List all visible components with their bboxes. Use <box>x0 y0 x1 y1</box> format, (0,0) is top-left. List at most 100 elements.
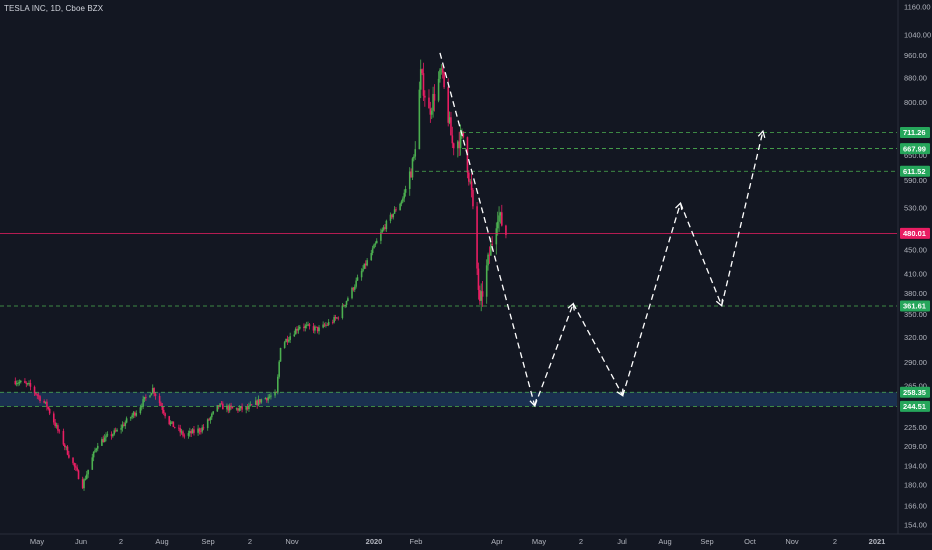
projection-segment[interactable] <box>439 52 536 407</box>
candle-down <box>477 268 480 290</box>
candle-down <box>303 326 305 329</box>
candle-up <box>322 324 324 328</box>
candle-up <box>201 427 204 432</box>
candle-down <box>424 95 426 98</box>
x-tick-label: 2 <box>579 537 583 546</box>
candle-up <box>495 228 498 245</box>
candle-down <box>200 431 202 433</box>
candle-up <box>402 198 404 202</box>
candle-up <box>169 422 172 425</box>
level-label: 244.51 <box>903 402 926 411</box>
candle-up <box>260 399 263 403</box>
candle-up <box>103 437 106 443</box>
candle-down <box>43 400 45 403</box>
candle-down <box>37 395 40 397</box>
support-zone[interactable] <box>0 392 897 407</box>
projection-segment[interactable] <box>572 303 624 396</box>
candle-down <box>217 405 220 407</box>
candle-up <box>469 181 472 183</box>
projection-segment[interactable] <box>721 130 764 306</box>
candle-down <box>168 416 171 425</box>
price-axis[interactable] <box>898 0 932 550</box>
y-tick-label: 650.00 <box>904 151 927 160</box>
candle-down <box>479 289 481 301</box>
candle-up <box>333 317 335 323</box>
candle-down <box>58 430 61 432</box>
candle-up <box>318 327 320 332</box>
y-tick-label: 154.00 <box>904 521 927 530</box>
x-tick-label: Apr <box>491 537 503 546</box>
candle-up <box>360 271 363 278</box>
candle-up <box>270 395 272 397</box>
candle-up <box>389 214 392 221</box>
y-tick-label: 180.00 <box>904 480 927 489</box>
candle-up <box>131 415 133 418</box>
candle-down <box>161 406 164 410</box>
x-tick-label: Sep <box>700 537 713 546</box>
candle-down <box>14 380 17 385</box>
candle-down <box>164 413 166 417</box>
candle-up <box>341 305 344 318</box>
candle-down <box>72 457 74 464</box>
candle-down <box>241 406 243 410</box>
x-tick-label: Oct <box>744 537 757 546</box>
candle-down <box>447 87 450 123</box>
candle-down <box>39 396 41 401</box>
candle-down <box>266 397 268 401</box>
candle-up <box>285 338 287 343</box>
projection-segment[interactable] <box>534 303 574 407</box>
projection-segment[interactable] <box>622 202 682 396</box>
candle-down <box>410 171 412 178</box>
level-badge <box>900 300 930 312</box>
candle-down <box>73 463 76 467</box>
candle-up <box>293 334 296 337</box>
candle-up <box>289 336 291 340</box>
candle-down <box>337 317 340 319</box>
candle-down <box>316 326 319 332</box>
level-label: 258.35 <box>903 388 926 397</box>
candle-down <box>74 466 77 468</box>
candle-up <box>180 431 183 433</box>
candle-up <box>96 445 99 449</box>
candle-up <box>189 431 191 434</box>
candle-up <box>307 324 309 326</box>
candle-down <box>433 93 436 101</box>
candle-up <box>249 404 252 406</box>
candle-up <box>245 407 247 410</box>
candle-down <box>134 412 136 416</box>
y-tick-label: 450.00 <box>904 245 927 254</box>
candle-up <box>419 69 422 90</box>
candle-down <box>24 380 26 383</box>
level-badge <box>900 143 930 155</box>
candle-up <box>403 192 406 199</box>
x-tick-label: Jun <box>75 537 87 546</box>
candle-down <box>48 408 51 414</box>
candle-down <box>468 172 470 182</box>
candle-down <box>36 394 39 396</box>
candle-up <box>211 413 213 418</box>
projection-segment[interactable] <box>679 202 723 306</box>
candle-down <box>286 338 289 342</box>
candle-up <box>209 417 212 421</box>
candle-down <box>326 324 329 326</box>
x-tick-label: May <box>532 537 546 546</box>
candle-down <box>172 421 175 428</box>
candle-up <box>206 419 209 429</box>
candle-down <box>334 317 337 319</box>
candle-up <box>414 149 417 157</box>
candle-up <box>121 424 124 429</box>
candle-up <box>344 304 346 307</box>
y-tick-label: 209.00 <box>904 442 927 451</box>
candle-up <box>304 325 307 329</box>
candle-down <box>33 386 36 393</box>
candle-down <box>250 404 253 406</box>
candle-up <box>314 326 316 331</box>
candle-down <box>352 287 355 290</box>
y-tick-label: 880.00 <box>904 73 927 82</box>
candle-up <box>432 93 434 111</box>
x-tick-label: Nov <box>785 537 799 546</box>
candle-up <box>448 117 451 123</box>
x-tick-label: Nov <box>285 537 299 546</box>
candle-up <box>44 401 47 403</box>
